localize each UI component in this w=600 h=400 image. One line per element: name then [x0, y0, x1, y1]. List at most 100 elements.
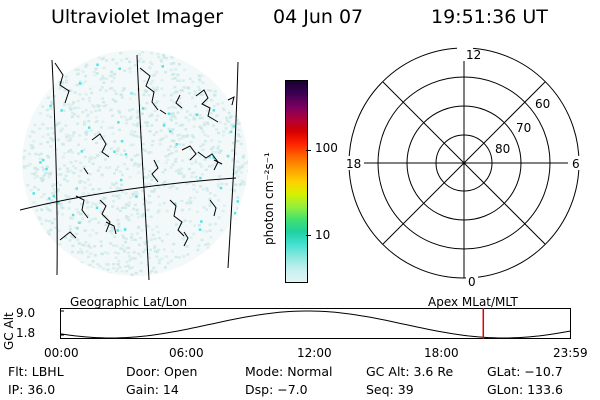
- bright-speckle: [45, 167, 48, 171]
- speckle: [138, 104, 142, 107]
- speckle: [202, 123, 206, 127]
- speckle: [108, 272, 112, 275]
- mlt-label-0: 0: [468, 275, 476, 289]
- speckle: [227, 120, 231, 124]
- speckle: [198, 79, 202, 82]
- speckle: [173, 145, 177, 149]
- speckle: [141, 275, 145, 276]
- speckle: [170, 73, 174, 76]
- speckle: [145, 124, 149, 127]
- speckle: [207, 165, 211, 168]
- speckle: [168, 153, 171, 156]
- speckle: [41, 123, 45, 126]
- speckle: [76, 251, 80, 254]
- speckle: [123, 206, 127, 209]
- speckle: [61, 80, 65, 84]
- speckle: [188, 220, 192, 223]
- speckle: [136, 115, 140, 118]
- speckle: [104, 89, 108, 92]
- speckle: [216, 147, 220, 150]
- door-info: Door: Open: [126, 364, 198, 379]
- bright-speckle: [219, 186, 223, 190]
- speckle: [210, 139, 214, 142]
- speckle: [40, 152, 43, 156]
- speckle: [205, 121, 209, 124]
- speckle: [95, 120, 99, 123]
- speckle: [76, 115, 80, 118]
- speckle: [126, 215, 130, 219]
- speckle: [114, 92, 118, 95]
- speckle: [50, 102, 54, 106]
- speckle: [169, 99, 173, 102]
- bright-speckle: [123, 228, 127, 231]
- speckle: [57, 173, 60, 176]
- polar-grid-panel: 12 18 6 0 60 70 80: [344, 47, 582, 289]
- speckle: [67, 207, 71, 210]
- speckle: [203, 158, 207, 161]
- speckle: [153, 89, 157, 92]
- speckle: [122, 88, 126, 91]
- speckle: [30, 146, 34, 150]
- speckle: [109, 242, 113, 245]
- speckle: [155, 255, 159, 258]
- speckle: [124, 237, 128, 241]
- speckle: [39, 142, 43, 146]
- speckle: [108, 87, 112, 90]
- x-tick-2359: 23:59: [553, 346, 588, 360]
- speckle: [150, 51, 154, 55]
- speckle: [133, 162, 137, 165]
- speckle: [46, 140, 50, 144]
- speckle: [112, 76, 116, 80]
- speckle: [191, 80, 195, 84]
- speckle: [49, 199, 53, 202]
- speckle: [235, 139, 238, 143]
- speckle: [45, 165, 49, 168]
- filter-info: Flt: LBHL: [8, 364, 64, 379]
- speckle: [169, 117, 172, 121]
- speckle: [139, 236, 143, 240]
- speckle: [77, 68, 81, 72]
- speckle: [177, 63, 181, 66]
- speckle: [28, 135, 32, 138]
- speckle: [210, 147, 214, 151]
- speckle: [238, 167, 242, 170]
- speckle: [173, 85, 177, 89]
- speckle: [193, 118, 197, 121]
- speckle: [170, 55, 174, 59]
- speckle: [123, 162, 126, 166]
- speckle: [113, 100, 117, 103]
- speckle: [79, 248, 83, 251]
- speckle: [68, 139, 72, 142]
- speckle: [104, 103, 108, 107]
- speckle: [174, 157, 178, 161]
- speckle: [116, 207, 120, 210]
- speckle: [132, 134, 136, 138]
- time-label: 19:51:36 UT: [431, 6, 548, 28]
- speckle: [170, 139, 174, 142]
- speckle: [247, 160, 248, 164]
- speckle: [93, 245, 97, 248]
- speckle: [209, 89, 213, 92]
- speckle: [146, 176, 149, 180]
- speckle: [48, 232, 51, 236]
- speckle: [168, 186, 172, 189]
- speckle: [134, 190, 138, 194]
- speckle: [77, 242, 81, 245]
- speckle: [181, 134, 185, 138]
- speckle: [64, 174, 68, 178]
- speckle: [150, 124, 154, 127]
- speckle: [176, 73, 180, 76]
- speckle: [236, 133, 240, 136]
- speckle: [231, 159, 235, 162]
- speckle: [201, 188, 205, 191]
- speckle: [176, 111, 180, 114]
- speckle: [57, 229, 61, 232]
- speckle: [148, 66, 152, 69]
- speckle: [115, 194, 119, 198]
- speckle: [99, 88, 102, 92]
- speckle: [114, 181, 118, 185]
- speckle: [187, 199, 191, 202]
- speckle: [59, 86, 63, 89]
- speckle: [56, 210, 60, 214]
- speckle: [60, 127, 64, 131]
